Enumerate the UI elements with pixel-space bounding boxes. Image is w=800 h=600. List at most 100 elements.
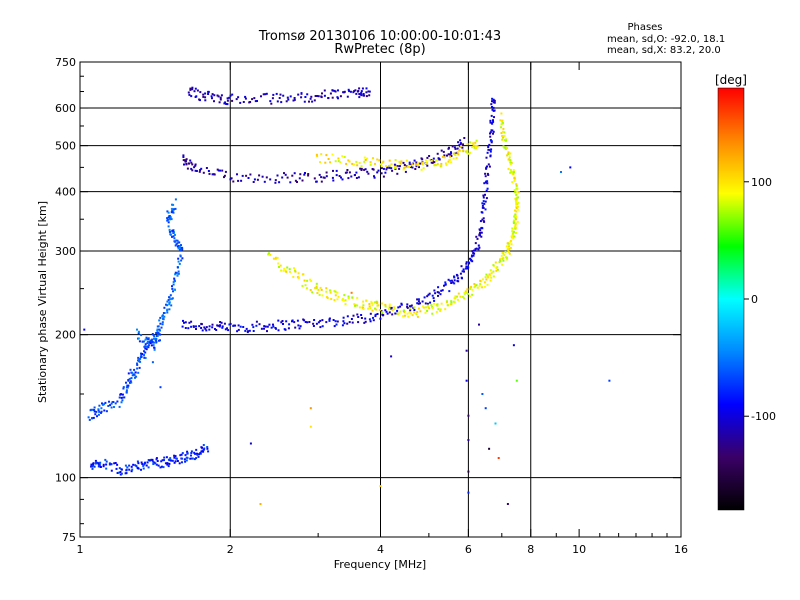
data-point <box>260 95 262 98</box>
data-point <box>272 325 275 328</box>
data-point <box>368 305 371 308</box>
data-point <box>224 170 227 173</box>
data-point <box>433 164 436 167</box>
data-point <box>334 294 337 297</box>
data-point <box>339 161 342 164</box>
data-point <box>137 467 139 470</box>
data-point <box>312 325 315 327</box>
data-point <box>113 406 115 408</box>
data-point <box>512 220 515 223</box>
data-point <box>127 379 130 381</box>
data-point <box>168 215 171 218</box>
data-point <box>136 460 139 463</box>
data-point <box>93 465 96 468</box>
data-point <box>186 456 189 459</box>
data-point <box>336 298 339 301</box>
data-point <box>154 339 157 342</box>
data-point <box>204 99 207 102</box>
data-point <box>170 304 173 307</box>
data-point <box>258 323 261 326</box>
data-point <box>332 169 334 172</box>
data-point <box>159 386 162 389</box>
data-point <box>155 341 158 344</box>
data-point <box>492 106 495 109</box>
data-point <box>507 247 510 250</box>
data-point <box>409 309 412 312</box>
data-point <box>151 460 154 463</box>
data-point <box>219 98 222 101</box>
data-point <box>166 304 169 307</box>
data-point <box>143 350 145 353</box>
data-point <box>166 210 169 213</box>
data-point <box>142 464 145 467</box>
data-point <box>135 465 138 468</box>
data-point <box>411 314 414 317</box>
data-point <box>376 158 379 161</box>
data-point <box>459 142 462 145</box>
data-point <box>342 320 345 323</box>
data-point <box>431 312 434 315</box>
data-point <box>396 309 399 312</box>
data-point <box>116 472 119 474</box>
data-point <box>440 162 443 165</box>
data-point <box>478 284 481 287</box>
data-point <box>569 166 572 169</box>
data-point <box>479 220 482 223</box>
data-point <box>321 92 323 95</box>
data-point <box>364 168 367 171</box>
data-point <box>252 181 255 183</box>
data-point <box>180 244 182 247</box>
data-point <box>189 159 192 162</box>
data-point <box>331 96 334 99</box>
data-point <box>384 171 387 174</box>
data-point <box>91 417 94 420</box>
data-point <box>317 288 320 291</box>
data-point <box>289 270 291 273</box>
data-point <box>119 471 122 473</box>
data-point <box>312 322 315 325</box>
data-point <box>266 325 269 328</box>
data-point <box>374 313 377 316</box>
data-point <box>481 202 484 205</box>
data-point <box>172 235 175 238</box>
data-point <box>185 459 188 462</box>
data-point <box>426 304 429 307</box>
data-point <box>408 161 411 164</box>
data-point <box>458 144 461 147</box>
data-point <box>501 130 504 133</box>
data-point <box>406 303 409 306</box>
data-point <box>443 156 446 159</box>
data-point <box>382 314 385 316</box>
data-point <box>490 103 493 106</box>
data-point <box>362 307 365 310</box>
data-point <box>432 297 435 300</box>
data-point <box>476 237 479 240</box>
data-point <box>202 448 205 451</box>
data-point <box>118 396 121 399</box>
data-point <box>509 163 512 165</box>
data-point <box>459 272 462 275</box>
data-point <box>467 491 470 494</box>
data-point <box>453 301 456 304</box>
data-point <box>505 138 508 141</box>
data-point <box>174 233 176 236</box>
data-point <box>263 325 266 328</box>
data-point <box>167 299 170 301</box>
data-point <box>390 167 393 170</box>
data-point <box>172 203 175 206</box>
data-point <box>517 208 520 211</box>
data-point <box>277 329 280 332</box>
data-point <box>453 146 456 149</box>
data-point <box>360 169 363 171</box>
data-point <box>176 272 179 274</box>
data-point <box>366 170 369 173</box>
data-point <box>199 169 202 171</box>
data-point <box>161 321 164 324</box>
data-point <box>169 216 172 219</box>
data-point <box>195 448 198 451</box>
data-point <box>294 326 297 329</box>
data-point <box>372 319 375 322</box>
data-point <box>272 93 275 96</box>
data-point <box>168 301 171 304</box>
data-point <box>517 201 520 204</box>
